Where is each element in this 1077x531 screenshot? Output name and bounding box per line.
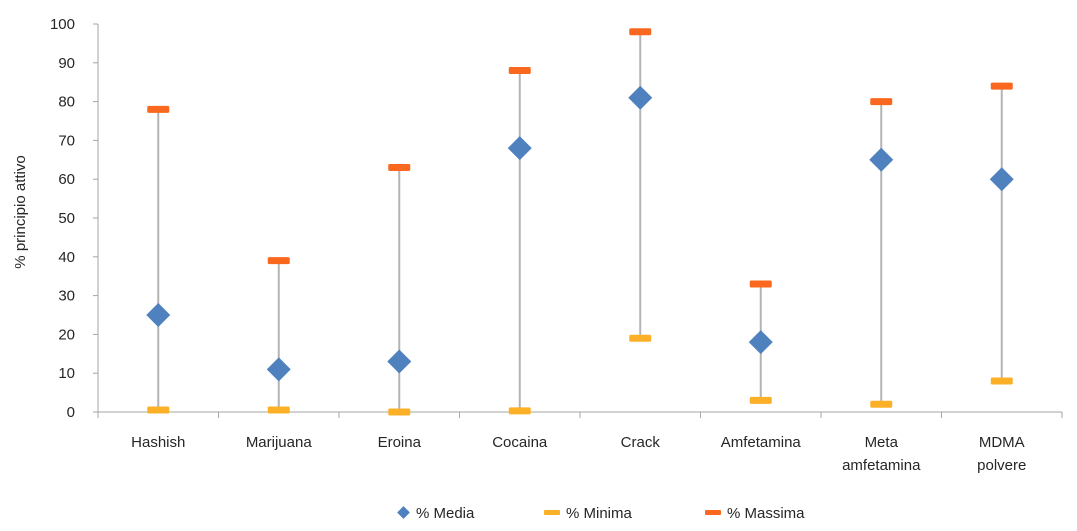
massima-marker (749, 280, 772, 288)
massima-marker (508, 67, 531, 75)
x-tick-label: Crack (621, 434, 661, 451)
media-marker (507, 136, 532, 161)
legend-massima-label: % Massima (727, 505, 805, 522)
y-tick-label: 0 (67, 404, 75, 421)
media-marker (266, 357, 291, 382)
minima-marker (629, 334, 652, 342)
x-tick-label: Meta amfetamina (842, 434, 921, 474)
y-tick-label: 50 (58, 210, 75, 227)
legend: % Media % Minima % Massima (397, 505, 805, 522)
massima-marker (267, 257, 290, 265)
massima-markers (147, 28, 1013, 288)
massima-marker (990, 82, 1013, 90)
media-marker (989, 167, 1014, 192)
y-axis-title-group: % principio attivo (12, 155, 29, 268)
media-marker (869, 147, 894, 172)
massima-marker (388, 164, 411, 172)
y-tick-label: 70 (58, 132, 75, 149)
legend-minima-dash-icon (544, 510, 560, 515)
y-tick-label: 90 (58, 55, 75, 72)
minima-markers (147, 334, 1013, 416)
x-tick-labels: Hashish Marijuana Eroina Cocaina Crack Amfeta… (131, 434, 1026, 474)
media-markers (146, 85, 1014, 382)
media-marker (628, 85, 653, 110)
y-tick-label: 30 (58, 288, 75, 305)
minima-marker (870, 400, 893, 408)
legend-item-massima: % Massima (705, 505, 805, 522)
legend-media-diamond-icon (397, 506, 410, 519)
legend-massima-dash-icon (705, 510, 721, 515)
legend-minima-label: % Minima (566, 505, 633, 522)
y-tick-label: 80 (58, 94, 75, 111)
x-tick-label: Cocaina (492, 434, 548, 451)
massima-marker (147, 105, 170, 113)
y-tick-label: 60 (58, 171, 75, 188)
minima-marker (147, 406, 170, 414)
y-tick-label: 10 (58, 365, 75, 382)
massima-marker (870, 98, 893, 106)
x-tick-label: Amfetamina (721, 434, 802, 451)
legend-media-label: % Media (416, 505, 475, 522)
x-tick-marks (97, 412, 1063, 418)
x-tick-label: Hashish (131, 434, 185, 451)
media-marker (748, 330, 773, 355)
range-lines (157, 31, 1003, 412)
legend-item-media: % Media (397, 505, 475, 522)
media-marker (146, 303, 171, 327)
x-tick-label: Eroina (378, 434, 422, 451)
minima-marker (508, 407, 531, 415)
minima-marker (388, 408, 411, 416)
y-axis-title: % principio attivo (12, 155, 29, 268)
y-tick-label: 20 (58, 326, 75, 343)
media-marker (387, 349, 412, 374)
x-tick-label: MDMA polvere (977, 434, 1026, 474)
y-tick-marks (93, 23, 98, 413)
massima-marker (629, 28, 652, 36)
minima-marker (267, 406, 290, 414)
y-tick-label: 100 (50, 16, 75, 33)
minima-marker (990, 377, 1013, 385)
y-tick-labels: 0 10 20 30 40 50 60 70 80 90 100 (50, 16, 75, 421)
minima-marker (749, 396, 772, 404)
x-tick-label: Marijuana (246, 434, 313, 451)
legend-item-minima: % Minima (544, 505, 633, 522)
y-tick-label: 40 (58, 249, 75, 266)
